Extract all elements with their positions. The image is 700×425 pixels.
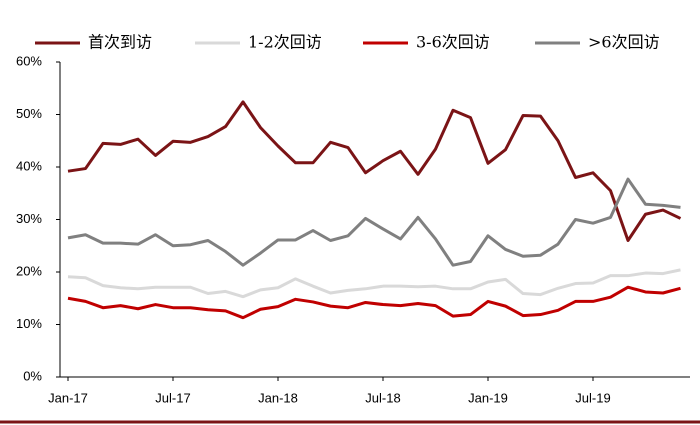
series-line — [67, 268, 681, 299]
legend-label: >6次回访 — [588, 33, 660, 52]
y-tick-label: 20% — [16, 263, 42, 278]
y-tick-label: 60% — [16, 53, 42, 68]
y-tick-label: 30% — [16, 211, 42, 226]
y-tick-label: 10% — [16, 316, 42, 331]
x-tick-label: Jul-17 — [155, 390, 190, 405]
series-line — [67, 285, 681, 320]
y-tick-label: 50% — [16, 106, 42, 121]
legend-label: 3-6次回访 — [416, 33, 490, 52]
y-tick-label: 40% — [16, 158, 42, 173]
x-tick-label: Jul-19 — [575, 390, 610, 405]
x-tick-label: Jan-17 — [48, 390, 88, 405]
x-tick-label: Jul-18 — [365, 390, 400, 405]
y-tick-label: 0% — [23, 368, 42, 383]
series-line — [67, 100, 682, 242]
x-tick-label: Jan-18 — [258, 390, 298, 405]
legend-label: 1-2次回访 — [248, 33, 322, 52]
x-tick-label: Jan-19 — [468, 390, 508, 405]
legend-label: 首次到访 — [88, 33, 152, 52]
series-line — [67, 177, 681, 267]
